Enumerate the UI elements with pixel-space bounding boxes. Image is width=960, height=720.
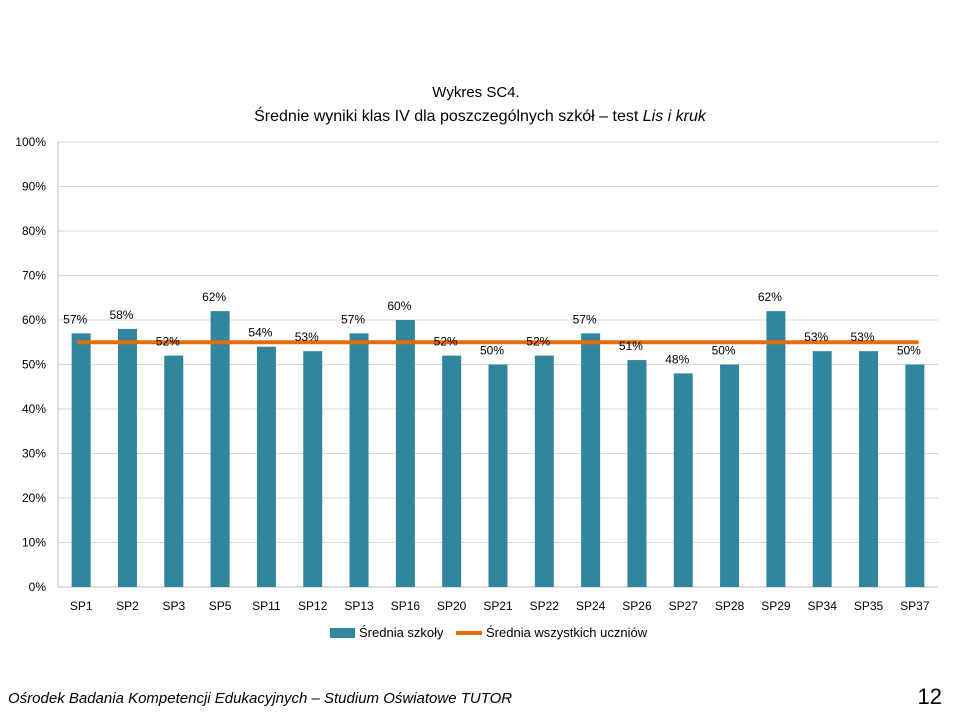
chart: Wykres SC4. Średnie wyniki klas IV dla p… <box>15 84 938 640</box>
bar <box>442 355 462 587</box>
y-tick-label: 80% <box>22 224 46 238</box>
x-tick-label: SP13 <box>344 599 374 613</box>
x-tick-label: SP28 <box>715 599 745 613</box>
legend-label-overall: Średnia wszystkich uczniów <box>486 625 648 640</box>
bar <box>164 355 184 587</box>
y-tick-label: 30% <box>22 447 46 461</box>
data-label: 52% <box>156 335 180 349</box>
chart-title-line1: Wykres SC4. <box>432 84 519 101</box>
x-tick-label: SP24 <box>576 599 606 613</box>
bar <box>627 360 647 587</box>
x-tick-label: SP2 <box>116 599 139 613</box>
chart-title-main: Średnie wyniki klas IV dla poszczególnyc… <box>254 106 643 125</box>
x-tick-label: SP1 <box>70 599 93 613</box>
data-label: 57% <box>573 312 597 326</box>
data-label: 57% <box>63 312 87 326</box>
data-label: 53% <box>804 330 828 344</box>
data-label: 60% <box>387 299 411 313</box>
x-axis-ticks: SP1 SP2 SP3 SP5 SP11 SP12 SP13 SP16 SP20 SP21 SP22… <box>70 599 930 613</box>
y-tick-label: 60% <box>22 313 46 327</box>
data-label: 51% <box>619 339 643 353</box>
x-tick-label: SP12 <box>298 599 328 613</box>
x-tick-label: SP27 <box>669 599 699 613</box>
bar <box>534 355 554 587</box>
bar <box>766 311 786 587</box>
y-tick-label: 70% <box>22 269 46 283</box>
data-label: 52% <box>526 335 550 349</box>
x-tick-label: SP29 <box>761 599 791 613</box>
data-label: 54% <box>248 326 272 340</box>
data-label: 53% <box>295 330 319 344</box>
bar <box>303 351 323 587</box>
bar <box>117 328 137 587</box>
footer-organization: Ośrodek Badania Kompetencji Edukacyjnych… <box>8 690 513 707</box>
legend-label-school: Średnia szkoły <box>359 625 444 640</box>
data-label: 58% <box>109 308 133 322</box>
data-label: 57% <box>341 312 365 326</box>
data-label: 62% <box>202 290 226 304</box>
bar <box>720 364 740 587</box>
x-tick-label: SP26 <box>622 599 652 613</box>
x-tick-label: SP11 <box>252 599 281 613</box>
x-tick-label: SP16 <box>391 599 421 613</box>
data-label: 50% <box>712 344 736 358</box>
bars <box>71 311 925 587</box>
y-tick-label: 10% <box>22 536 46 550</box>
data-label: 48% <box>665 352 689 366</box>
y-tick-label: 0% <box>29 580 47 594</box>
bar <box>256 346 276 587</box>
y-tick-label: 90% <box>22 180 46 194</box>
x-tick-label: SP34 <box>808 599 838 613</box>
bar <box>905 364 925 587</box>
data-labels: 57% 58% 52% 62% 54% 53% 57% 60% 52% 50% 52% 57% 51% 4… <box>63 290 921 366</box>
bar <box>673 373 693 587</box>
bar <box>71 333 91 587</box>
chart-title-italic: Lis i kruk <box>643 108 707 125</box>
x-tick-label: SP21 <box>483 599 513 613</box>
data-label: 50% <box>897 344 921 358</box>
data-label: 53% <box>851 330 875 344</box>
data-label: 62% <box>758 290 782 304</box>
y-tick-label: 100% <box>15 135 46 149</box>
data-label: 52% <box>434 335 458 349</box>
bar <box>812 351 832 587</box>
bar <box>581 333 601 587</box>
page-number: 12 <box>917 684 942 709</box>
x-tick-label: SP37 <box>900 599 930 613</box>
x-tick-label: SP3 <box>162 599 185 613</box>
x-tick-label: SP5 <box>209 599 232 613</box>
y-tick-label: 20% <box>22 491 46 505</box>
x-tick-label: SP35 <box>854 599 884 613</box>
legend-swatch-school <box>330 628 355 638</box>
bar <box>395 320 415 587</box>
chart-title-line2: Średnie wyniki klas IV dla poszczególnyc… <box>254 106 707 125</box>
bar <box>488 364 508 587</box>
x-tick-label: SP20 <box>437 599 467 613</box>
bar <box>210 311 230 587</box>
bar <box>859 351 879 587</box>
y-axis-ticks: 0% 10% 20% 30% 40% 50% 60% 70% 80% 90% 100% <box>15 135 46 594</box>
y-tick-label: 40% <box>22 402 46 416</box>
legend: Średnia szkoły Średnia wszystkich ucznió… <box>330 625 648 640</box>
bar <box>349 333 369 587</box>
x-tick-label: SP22 <box>530 599 560 613</box>
data-label: 50% <box>480 344 504 358</box>
y-tick-label: 50% <box>22 358 46 372</box>
